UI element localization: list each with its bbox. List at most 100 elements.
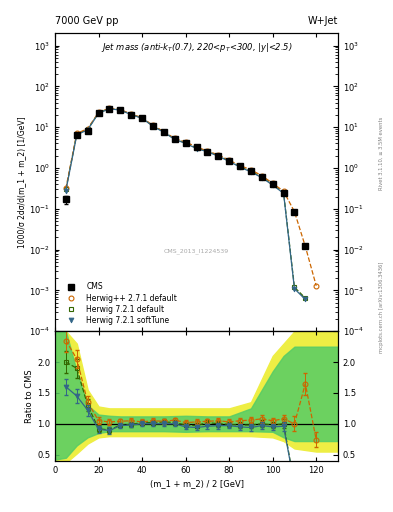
Herwig 7.2.1 default [140,115,145,121]
Herwig 7.2.1 default [194,145,199,151]
Text: mcplots.cern.ch [arXiv:1306.3436]: mcplots.cern.ch [arXiv:1306.3436] [379,262,384,353]
Line: Herwig 7.2.1 softTune: Herwig 7.2.1 softTune [64,106,308,302]
Herwig 7.2.1 softTune [96,110,101,116]
Text: Jet mass (anti-k$_{T}$(0.7), 220<p$_{T}$<300, |y|<2.5): Jet mass (anti-k$_{T}$(0.7), 220<p$_{T}$… [101,41,292,54]
Text: W+Jet: W+Jet [308,15,338,26]
Herwig 7.2.1 default [74,131,79,137]
CMS [259,174,264,180]
CMS [303,243,308,249]
Herwig 7.2.1 softTune [248,169,253,175]
Herwig 7.2.1 softTune [292,286,297,292]
Herwig++ 2.7.1 default [151,122,155,129]
Y-axis label: Ratio to CMS: Ratio to CMS [25,369,34,423]
Herwig++ 2.7.1 default [107,105,112,111]
CMS [96,110,101,116]
CMS [194,144,199,151]
CMS [107,106,112,112]
Herwig++ 2.7.1 default [292,208,297,215]
Text: 7000 GeV pp: 7000 GeV pp [55,15,119,26]
Herwig++ 2.7.1 default [259,173,264,179]
Herwig 7.2.1 default [248,168,253,175]
Herwig 7.2.1 softTune [162,129,166,135]
Herwig++ 2.7.1 default [85,125,90,132]
CMS [238,163,242,169]
Text: CMS_2013_I1224539: CMS_2013_I1224539 [164,248,229,253]
Herwig 7.2.1 softTune [227,158,231,164]
Herwig 7.2.1 softTune [216,153,220,159]
Herwig 7.2.1 softTune [194,145,199,152]
Herwig 7.2.1 default [281,189,286,196]
CMS [292,208,297,215]
Herwig++ 2.7.1 default [140,115,145,121]
Herwig 7.2.1 default [216,153,220,159]
Herwig 7.2.1 softTune [151,123,155,130]
Herwig 7.2.1 default [227,158,231,164]
Herwig 7.2.1 softTune [303,296,308,303]
CMS [85,128,90,134]
Herwig 7.2.1 default [183,140,188,146]
Herwig 7.2.1 default [173,136,177,142]
Herwig 7.2.1 default [259,174,264,180]
CMS [74,132,79,138]
Herwig 7.2.1 default [270,182,275,188]
Herwig 7.2.1 default [85,126,90,133]
CMS [151,123,155,130]
Herwig 7.2.1 softTune [281,190,286,196]
Herwig 7.2.1 softTune [238,164,242,170]
Herwig++ 2.7.1 default [314,283,319,289]
Herwig 7.2.1 softTune [183,140,188,146]
Herwig 7.2.1 default [151,123,155,129]
Line: Herwig++ 2.7.1 default: Herwig++ 2.7.1 default [64,106,319,288]
Herwig 7.2.1 softTune [129,112,134,118]
CMS [183,139,188,145]
Herwig++ 2.7.1 default [173,135,177,141]
CMS [216,153,220,159]
Herwig 7.2.1 softTune [259,175,264,181]
Herwig 7.2.1 default [107,105,112,112]
Herwig 7.2.1 softTune [205,148,210,155]
Herwig++ 2.7.1 default [281,188,286,194]
Herwig++ 2.7.1 default [118,106,123,113]
Herwig++ 2.7.1 default [194,144,199,150]
CMS [64,196,68,202]
Herwig++ 2.7.1 default [183,139,188,145]
CMS [118,107,123,113]
Herwig++ 2.7.1 default [64,185,68,191]
Herwig 7.2.1 softTune [270,182,275,188]
Line: CMS: CMS [63,106,308,249]
Herwig 7.2.1 default [64,186,68,193]
Herwig++ 2.7.1 default [216,152,220,158]
CMS [227,158,231,164]
Herwig++ 2.7.1 default [303,243,308,249]
Herwig 7.2.1 softTune [107,105,112,112]
Herwig 7.2.1 softTune [140,115,145,121]
CMS [173,136,177,142]
CMS [162,129,166,135]
Herwig 7.2.1 softTune [118,107,123,113]
Herwig++ 2.7.1 default [129,111,134,117]
Herwig++ 2.7.1 default [270,180,275,186]
Herwig++ 2.7.1 default [74,131,79,137]
CMS [205,148,210,155]
Herwig++ 2.7.1 default [162,129,166,135]
Line: Herwig 7.2.1 default: Herwig 7.2.1 default [64,106,308,301]
Legend: CMS, Herwig++ 2.7.1 default, Herwig 7.2.1 default, Herwig 7.2.1 softTune: CMS, Herwig++ 2.7.1 default, Herwig 7.2.… [59,280,180,328]
CMS [248,168,253,174]
Herwig 7.2.1 softTune [74,132,79,138]
Herwig 7.2.1 softTune [173,136,177,142]
CMS [281,189,286,196]
Herwig++ 2.7.1 default [238,162,242,168]
Text: Rivet 3.1.10, ≥ 3.5M events: Rivet 3.1.10, ≥ 3.5M events [379,117,384,190]
Herwig++ 2.7.1 default [248,167,253,173]
Herwig 7.2.1 default [118,107,123,113]
Herwig++ 2.7.1 default [96,110,101,116]
Herwig 7.2.1 default [292,284,297,290]
Herwig 7.2.1 default [205,148,210,155]
Herwig 7.2.1 default [96,110,101,116]
Herwig 7.2.1 default [162,129,166,135]
Herwig 7.2.1 softTune [85,127,90,133]
Herwig 7.2.1 default [303,295,308,301]
CMS [129,112,134,118]
Y-axis label: 1000/σ 2dσ/d(m_1 + m_2) [1/GeV]: 1000/σ 2dσ/d(m_1 + m_2) [1/GeV] [17,116,26,248]
Herwig 7.2.1 softTune [64,187,68,194]
